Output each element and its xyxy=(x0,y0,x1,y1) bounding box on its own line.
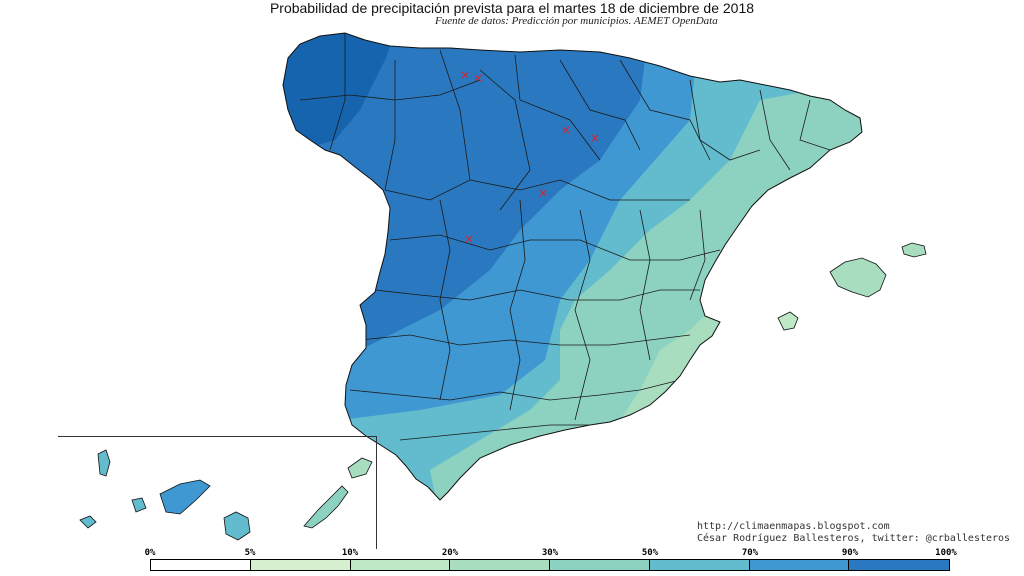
lanzarote-island xyxy=(347,457,373,479)
fuerteventura-island xyxy=(303,485,349,529)
zone-band-galicia xyxy=(283,33,400,150)
province-borders xyxy=(299,33,831,441)
map-title: Probabilidad de precipitación prevista p… xyxy=(269,0,755,16)
legend-swatch xyxy=(749,560,850,570)
mallorca-island xyxy=(829,257,887,298)
balearic-islands xyxy=(777,242,927,331)
station-marker: × xyxy=(464,232,474,246)
gran-canaria-island xyxy=(223,511,251,541)
legend-label: 70% xyxy=(741,548,759,558)
legend-label: 30% xyxy=(541,548,559,558)
legend-swatch xyxy=(450,560,550,570)
station-marker: × xyxy=(590,131,600,145)
station-marker: × xyxy=(538,186,548,200)
station-marker: × xyxy=(460,68,470,82)
tenerife-island xyxy=(159,479,211,515)
legend-swatch xyxy=(550,560,650,570)
legend-swatch xyxy=(350,560,451,570)
station-marker: × xyxy=(561,123,571,137)
credit-author: César Rodríguez Ballesteros, twitter: @c… xyxy=(697,533,1011,544)
legend-label: 90% xyxy=(841,548,859,558)
legend-label: 100% xyxy=(935,548,957,558)
legend-label: 5% xyxy=(244,548,256,558)
credit-url: http://climaenmapas.blogspot.com xyxy=(697,521,890,532)
la-gomera-island xyxy=(131,497,147,513)
legend-label: 50% xyxy=(641,548,659,558)
legend-swatch xyxy=(849,560,949,570)
la-palma-island xyxy=(97,449,111,477)
map-subtitle: Fuente de datos: Predicción por municipi… xyxy=(435,15,718,27)
legend-swatch xyxy=(151,560,251,570)
legend-label: 20% xyxy=(441,548,459,558)
canary-inset-frame xyxy=(58,436,377,549)
canary-islands xyxy=(79,449,373,541)
station-markers: × × × × × × xyxy=(460,68,600,246)
color-legend xyxy=(150,559,950,571)
ibiza-island xyxy=(777,311,799,331)
legend-swatch xyxy=(649,560,750,570)
legend-label: 0% xyxy=(144,548,156,558)
el-hierro-island xyxy=(79,515,97,529)
menorca-island xyxy=(901,242,927,258)
station-marker: × xyxy=(473,71,483,85)
legend-swatch xyxy=(250,560,351,570)
legend-label: 10% xyxy=(341,548,359,558)
